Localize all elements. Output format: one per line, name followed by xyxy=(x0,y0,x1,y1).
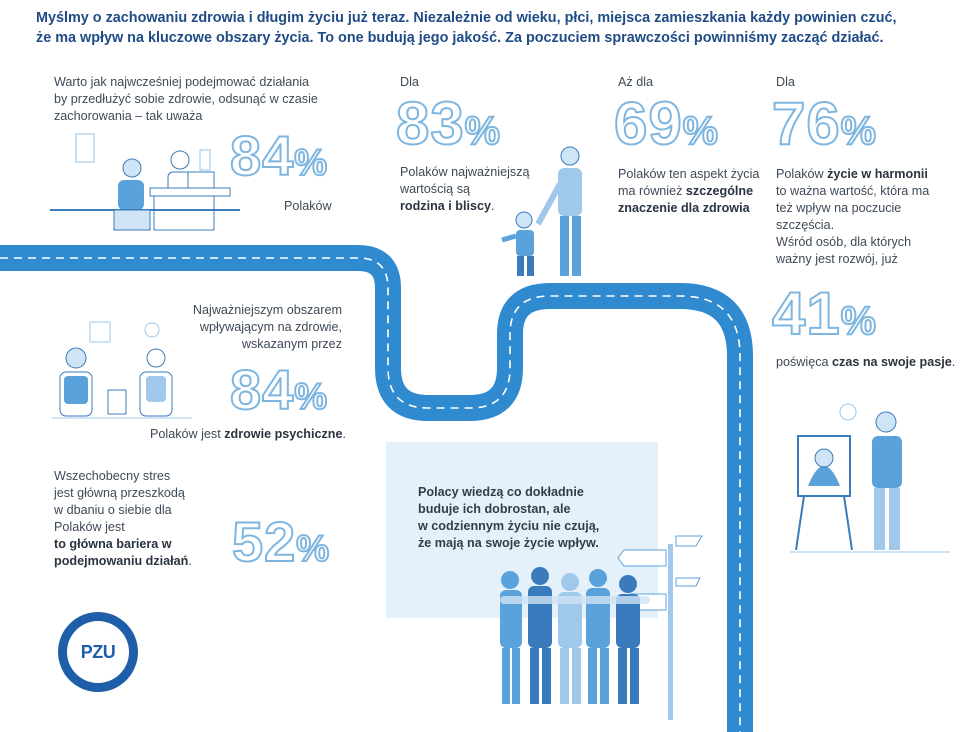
stat-1-intro-line: by przedłużyć sobie zdrowie, odsunąć w c… xyxy=(54,92,318,106)
stat-2-number: 83 xyxy=(395,90,465,157)
stat-3-caption-bold: znaczenie dla zdrowia xyxy=(618,201,750,215)
pzu-logo: PZU xyxy=(58,612,138,692)
callout-line: że mają na swoje życie wpływ. xyxy=(418,536,599,550)
stat-3-caption-line: Polaków ten aspekt życia xyxy=(618,167,760,181)
stat-5-unit: % xyxy=(840,299,877,343)
stat-7-number: 52 xyxy=(231,510,297,573)
stat-6-caption-end: . xyxy=(342,427,346,441)
pzu-logo-inner: PZU xyxy=(67,621,129,683)
stat-6-value: 84% xyxy=(229,361,329,419)
stat-4-caption-line: to ważna wartość, która ma xyxy=(776,184,930,198)
stat-5-intro-line: Wśród osób, dla których xyxy=(776,235,912,249)
stat-4-caption-line: też wpływ na poczucie szczęścia. xyxy=(776,201,902,232)
stat-7-value: 52% xyxy=(231,513,331,571)
stat-7-bold-line: podejmowaniu działań xyxy=(54,554,189,568)
pzu-logo-text: PZU xyxy=(80,641,116,662)
stat-5-intro-line: ważny jest rozwój, już xyxy=(776,252,898,266)
callout-line: buduje ich dobrostan, ale xyxy=(418,502,571,516)
therapy-session-illustration xyxy=(52,321,192,419)
page-title: Myślmy o zachowaniu zdrowia i długim życ… xyxy=(36,8,916,48)
stat-7-unit: % xyxy=(295,528,331,569)
stat-7-bold-line: to główna bariera w xyxy=(54,537,172,551)
stat-7-intro-line: Wszechobecny stres xyxy=(54,469,171,483)
stat-2-caption-bold: rodzina i bliscy xyxy=(400,199,491,213)
stat-6-caption-bold: zdrowie psychiczne xyxy=(224,427,343,441)
stat-4-caption-bold: życie w harmonii xyxy=(827,167,928,181)
stat-3-caption: Polaków ten aspekt życia ma również szcz… xyxy=(618,166,768,217)
stat-3-caption-line: ma również xyxy=(618,184,686,198)
stat-5-caption-line: poświęca xyxy=(776,355,833,369)
stat-1-intro-line: Warto jak najwcześniej podejmować działa… xyxy=(54,75,310,89)
stat-1-intro: Warto jak najwcześniej podejmować działa… xyxy=(54,74,344,125)
stat-6-number: 84 xyxy=(229,358,295,421)
stat-1-intro-line: zachorowania – tak uważa xyxy=(54,109,203,123)
page-title-line-1: Myślmy o zachowaniu zdrowia i długim życ… xyxy=(36,10,897,26)
stat-1-value: 84% xyxy=(229,127,329,185)
stat-2-unit: % xyxy=(464,109,501,153)
group-hug-illustration xyxy=(500,567,650,704)
stat-5-intro: Wśród osób, dla których ważny jest rozwó… xyxy=(776,234,956,268)
stat-4-prefix: Dla xyxy=(776,75,795,89)
stat-5-caption-end: . xyxy=(951,355,956,369)
stat-6-caption-line: Polaków jest xyxy=(150,427,225,441)
stat-4-value: 76% xyxy=(771,93,877,155)
stat-4-unit: % xyxy=(840,109,877,153)
stat-3-prefix: Aż dla xyxy=(618,75,654,89)
stat-3-value: 69% xyxy=(613,93,719,155)
stat-1-unit: % xyxy=(293,142,329,183)
stat-3-number: 69 xyxy=(613,90,683,157)
stat-5-caption: poświęca czas na swoje pasje. xyxy=(776,354,962,371)
painter-illustration xyxy=(790,403,950,553)
stat-6-intro-line: wskazanym przez xyxy=(241,337,342,351)
stat-2-caption: Polaków najważniejszą wartością są rodzi… xyxy=(400,164,540,215)
callout-line: w codziennym życiu nie czują, xyxy=(418,519,600,533)
stat-7-intro-line: Polaków jest xyxy=(54,520,125,534)
stat-6-intro-line: Najważniejszym obszarem xyxy=(192,303,342,317)
stat-7-bold-end: . xyxy=(188,554,192,568)
stat-4-number: 76 xyxy=(771,90,841,157)
stat-3-unit: % xyxy=(682,109,719,153)
stat-2-caption-line: wartością są xyxy=(400,182,470,196)
stat-2-caption-line: Polaków najważniejszą xyxy=(400,165,530,179)
stat-6-intro: Najważniejszym obszarem wpływającym na z… xyxy=(170,302,342,353)
stat-2-caption-end: . xyxy=(490,199,495,213)
stat-6-intro-line: wpływającym na zdrowie, xyxy=(199,320,342,334)
stat-3-caption-bold: szczególne xyxy=(685,184,754,198)
stat-5-value: 41% xyxy=(771,283,877,345)
doctor-office-illustration xyxy=(50,133,240,231)
summary-callout-box xyxy=(386,442,658,618)
stat-1-caption: Polaków xyxy=(284,199,332,213)
callout-line: Polacy wiedzą co dokładnie xyxy=(418,485,584,499)
stat-7-intro-line: w dbaniu o siebie dla xyxy=(54,503,172,517)
stat-6-caption: Polaków jest zdrowie psychiczne. xyxy=(150,426,346,443)
stat-2-prefix: Dla xyxy=(400,75,419,89)
stat-7-intro: Wszechobecny stres jest główną przeszkod… xyxy=(54,468,234,570)
stat-5-caption-bold: czas na swoje pasje xyxy=(832,355,952,369)
page-title-line-2: że ma wpływ na kluczowe obszary życia. T… xyxy=(36,30,884,46)
signpost-icon xyxy=(617,535,703,720)
stat-4-caption: Polaków życie w harmonii to ważna wartoś… xyxy=(776,166,962,234)
stat-4-caption-line: Polaków xyxy=(776,167,828,181)
summary-callout-text: Polacy wiedzą co dokładnie buduje ich do… xyxy=(418,484,638,552)
stat-2-value: 83% xyxy=(395,93,501,155)
stat-1-number: 84 xyxy=(229,124,295,187)
stat-5-number: 41 xyxy=(771,280,841,347)
stat-7-intro-line: jest główną przeszkodą xyxy=(54,486,185,500)
stat-6-unit: % xyxy=(293,376,329,417)
parent-child-illustration xyxy=(501,146,582,276)
